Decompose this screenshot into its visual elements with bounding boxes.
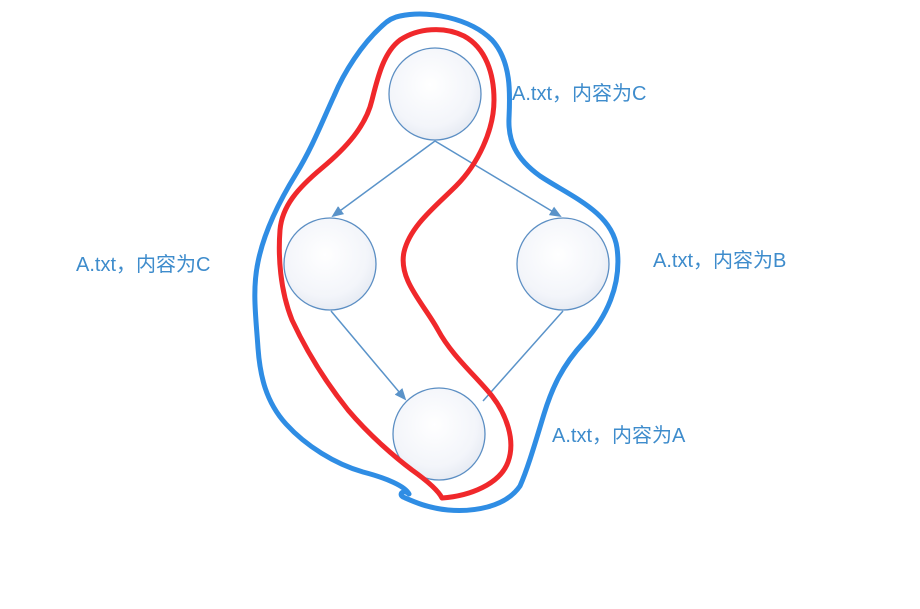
node-left	[283, 217, 377, 311]
graph-edges	[330, 140, 564, 402]
edge-top-to-right	[434, 140, 562, 218]
node-top-label: A.txt，内容为C	[512, 83, 647, 105]
node-bottom-label: A.txt，内容为A	[552, 425, 686, 447]
outer-loop-annotation	[252, 11, 621, 513]
node-top	[388, 47, 482, 141]
node-left-label: A.txt，内容为C	[76, 254, 211, 276]
node-bottom	[392, 387, 486, 481]
node-right	[516, 217, 610, 311]
inner-loop-annotation	[276, 27, 514, 501]
edge-left-to-bottom	[330, 310, 407, 401]
edge-right-to-bottom	[482, 310, 564, 402]
graph-nodes	[283, 47, 610, 481]
edge-top-to-left	[331, 140, 436, 218]
node-right-label: A.txt，内容为B	[653, 250, 787, 272]
